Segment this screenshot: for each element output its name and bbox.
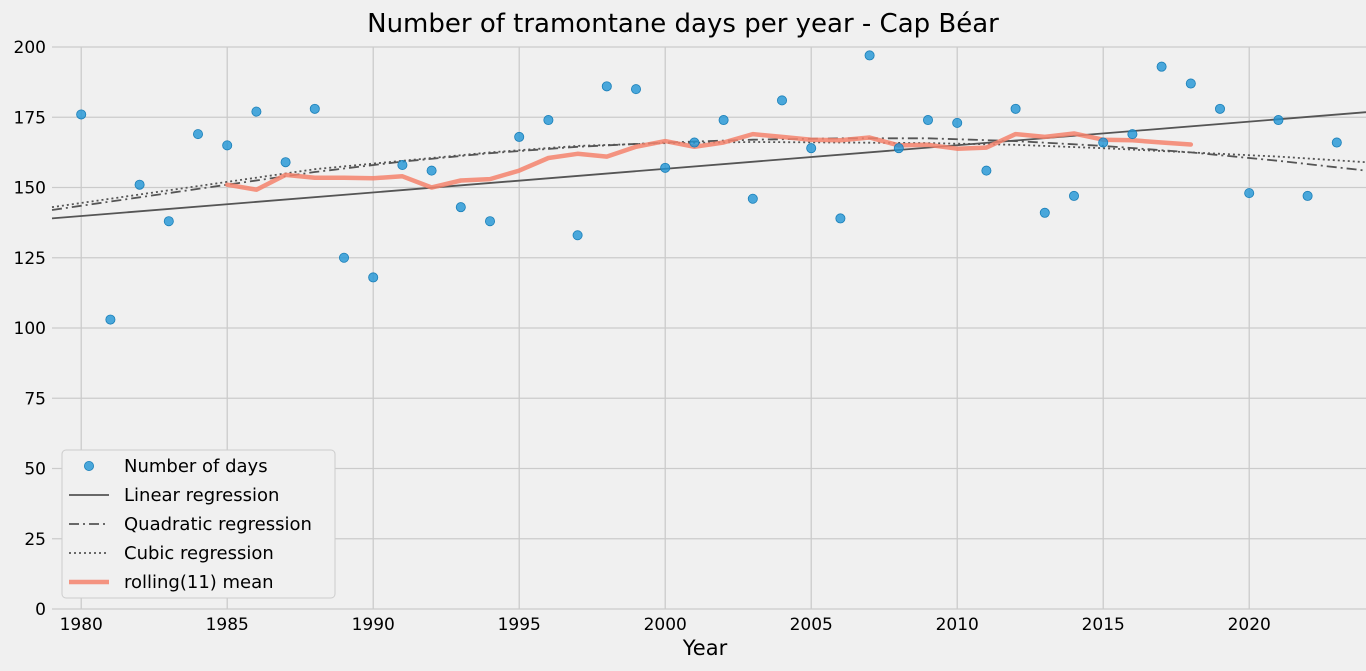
data-point: [1302, 190, 1313, 201]
data-point: [1098, 137, 1109, 148]
data-point: [923, 115, 934, 126]
data-point: [893, 143, 904, 154]
data-point: [1244, 188, 1255, 199]
legend-label: Number of days: [124, 456, 268, 477]
data-point: [1069, 190, 1080, 201]
y-tick-label: 75: [24, 389, 46, 409]
data-point: [280, 157, 291, 168]
data-point: [1127, 129, 1138, 140]
legend-label: rolling(11) mean: [124, 572, 274, 593]
data-point: [835, 213, 846, 224]
data-point: [718, 115, 729, 126]
data-point: [864, 50, 875, 61]
legend-marker: [84, 460, 95, 471]
y-tick-label: 150: [14, 179, 46, 199]
data-point: [309, 103, 320, 114]
data-point: [777, 95, 788, 106]
y-tick-label: 200: [14, 38, 46, 58]
data-point: [1010, 103, 1021, 114]
data-point: [368, 272, 379, 283]
x-axis-title: Year: [682, 636, 728, 660]
y-tick-label: 100: [14, 319, 46, 339]
data-point: [192, 129, 203, 140]
chart-title: Number of tramontane days per year - Cap…: [367, 9, 999, 39]
data-point: [981, 165, 992, 176]
x-tick-label: 2010: [936, 615, 979, 635]
data-point: [163, 216, 174, 227]
data-point: [134, 179, 145, 190]
x-tick-label: 2015: [1082, 615, 1125, 635]
data-point: [338, 252, 349, 263]
data-point: [222, 140, 233, 151]
quadratic-regression-line: [51, 137, 1366, 211]
x-tick-label: 1985: [206, 615, 249, 635]
data-point: [514, 131, 525, 142]
data-point: [105, 314, 116, 325]
y-tick-label: 0: [35, 600, 46, 620]
legend-label: Linear regression: [124, 485, 279, 506]
data-point: [1215, 103, 1226, 114]
data-point: [952, 117, 963, 128]
legend: Number of days Linear regression Quadratic…: [61, 449, 336, 599]
data-point: [484, 216, 495, 227]
data-point: [251, 106, 262, 117]
data-point: [631, 84, 642, 95]
series-layer: [51, 50, 1366, 325]
data-point: [1331, 137, 1342, 148]
rolling-11-mean-line: [224, 131, 1194, 192]
x-tick-label: 1995: [498, 615, 541, 635]
data-point: [806, 143, 817, 154]
data-point: [572, 230, 583, 241]
legend-label: Quadratic regression: [124, 514, 312, 535]
y-tick-label: 125: [14, 249, 46, 269]
data-point: [397, 160, 408, 171]
data-point: [1156, 61, 1167, 72]
data-point: [660, 162, 671, 173]
legend-box: [61, 449, 336, 599]
data-point: [601, 81, 612, 92]
data-point: [1039, 207, 1050, 218]
x-tick-label: 1990: [352, 615, 395, 635]
tick-labels: 0 25 50 75 100 125 150 175 200 1980 1985 1990 1995 20…: [14, 38, 1271, 635]
x-tick-label: 2020: [1228, 615, 1271, 635]
data-point: [1273, 115, 1284, 126]
legend-label: Cubic regression: [124, 543, 274, 564]
data-point: [543, 115, 554, 126]
x-tick-label: 2000: [644, 615, 687, 635]
x-tick-label: 2005: [790, 615, 833, 635]
y-tick-label: 50: [24, 460, 46, 480]
data-point: [426, 165, 437, 176]
x-tick-label: 1980: [60, 615, 103, 635]
y-tick-label: 25: [24, 530, 46, 550]
y-tick-label: 175: [14, 108, 46, 128]
data-point: [76, 109, 87, 120]
data-point: [747, 193, 758, 204]
data-point: [689, 137, 700, 148]
linear-regression-line: [51, 111, 1366, 220]
data-point: [455, 202, 466, 213]
data-point: [1185, 78, 1196, 89]
